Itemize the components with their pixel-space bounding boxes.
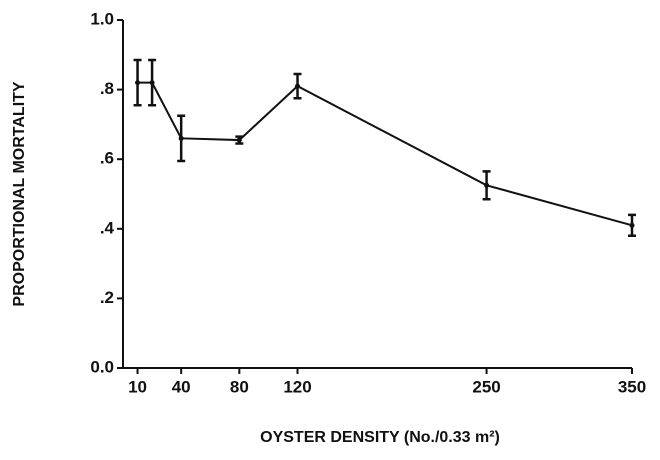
data-point [629,222,635,228]
x-tick-label: 250 [472,377,500,396]
x-tick-label: 40 [172,377,191,396]
y-tick-label: .6 [100,149,114,168]
y-tick-label: .8 [100,79,114,98]
data-point [149,80,155,86]
data-point [135,80,141,86]
data-line [137,81,633,227]
y-tick-label: 1.0 [90,9,114,28]
data-point [236,137,242,143]
x-tick-label: 350 [618,377,646,396]
x-tick-label: 10 [128,377,147,396]
y-tick-label: .2 [100,288,114,307]
data-point [295,83,301,89]
x-tick-label: 80 [230,377,249,396]
y-tick-label: .4 [100,218,115,237]
data-point [484,182,490,188]
y-axis-title: PROPORTIONAL MORTALITY [11,81,28,307]
x-axis-title: OYSTER DENSITY (No./0.33 m²) [260,429,500,446]
y-tick-label: 0.0 [90,357,114,376]
data-point [178,135,184,141]
x-tick-label: 120 [283,377,311,396]
